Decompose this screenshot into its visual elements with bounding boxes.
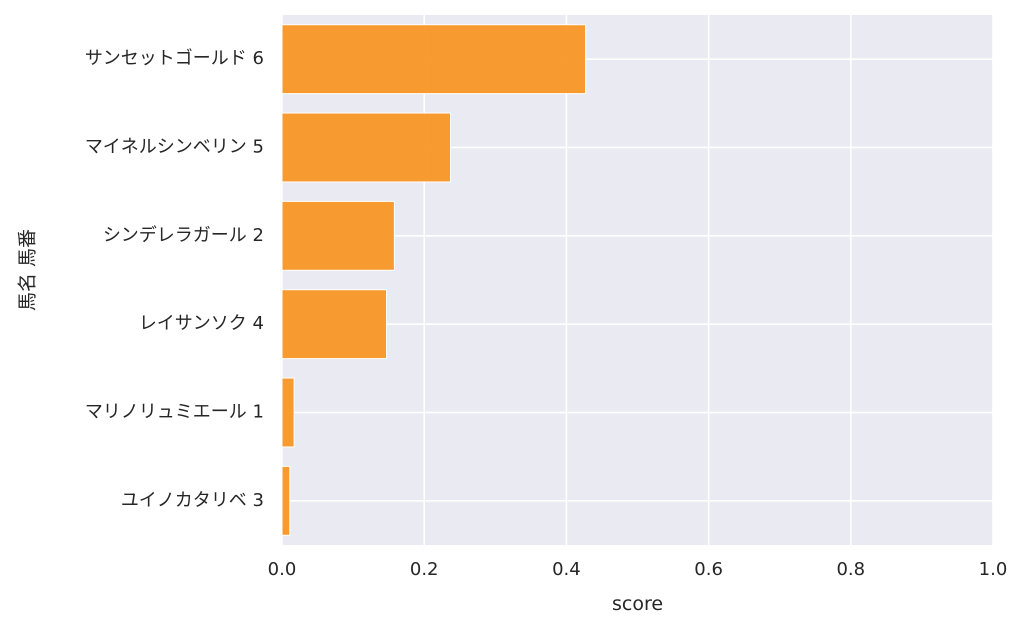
y-tick-label: シンデレラガール 2 xyxy=(103,225,264,246)
y-axis-label: 馬名 馬番 xyxy=(17,229,39,311)
bar xyxy=(281,289,388,360)
x-axis-label: score xyxy=(612,593,663,615)
x-tick-label: 0.0 xyxy=(268,559,297,580)
y-tick-label: マリノリュミエール 1 xyxy=(85,402,264,423)
x-tick-label: 1.0 xyxy=(979,559,1008,580)
y-tick-labels: サンセットゴールド 6 マイネルシンベリン 5 シンデレラガール 2 レイサンソク 4… xyxy=(85,48,264,511)
x-tick-label: 0.8 xyxy=(836,559,865,580)
x-tick-labels: 0.0 0.2 0.4 0.6 0.8 1.0 xyxy=(268,559,1008,580)
y-tick-label: サンセットゴールド 6 xyxy=(85,48,264,69)
bar xyxy=(281,24,587,95)
x-tick-label: 0.2 xyxy=(410,559,439,580)
bar xyxy=(281,377,295,448)
bars xyxy=(281,24,587,536)
x-tick-label: 0.4 xyxy=(552,559,581,580)
x-tick-label: 0.6 xyxy=(694,559,723,580)
y-tick-label: ユイノカタリベ 3 xyxy=(121,490,264,511)
plot-area xyxy=(282,15,993,545)
bar xyxy=(281,112,452,183)
y-tick-label: レイサンソク 4 xyxy=(139,313,264,334)
bar xyxy=(281,465,291,536)
bar xyxy=(281,200,395,271)
y-tick-label: マイネルシンベリン 5 xyxy=(85,137,264,158)
